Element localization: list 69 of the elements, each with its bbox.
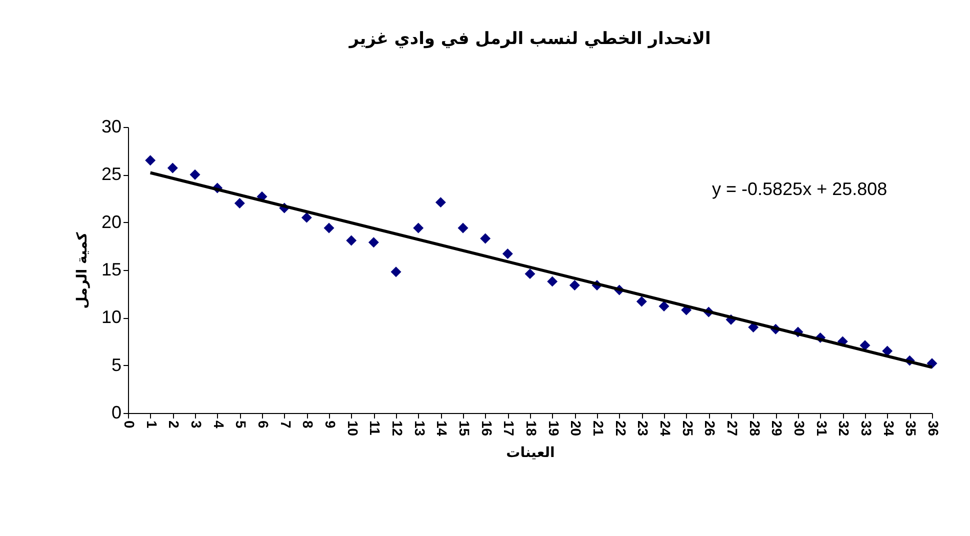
x-tick-label: 4 bbox=[210, 420, 227, 428]
point bbox=[145, 155, 156, 166]
x-tick-label: 35 bbox=[903, 420, 920, 436]
x-tick-label: 28 bbox=[746, 420, 763, 436]
point bbox=[234, 198, 245, 209]
x-tick-label: 8 bbox=[300, 420, 316, 428]
point bbox=[190, 169, 200, 180]
x-tick-label: 19 bbox=[546, 420, 562, 436]
x-tick-label: 15 bbox=[456, 420, 472, 436]
point bbox=[547, 276, 558, 287]
x-tick-label: 23 bbox=[635, 420, 652, 436]
point bbox=[390, 266, 402, 278]
x-tick-label: 3 bbox=[188, 420, 204, 428]
point bbox=[301, 212, 312, 223]
point bbox=[502, 248, 513, 260]
point bbox=[458, 222, 468, 234]
x-tick-label: 34 bbox=[880, 420, 897, 436]
y-axis-title: كمية الرمل bbox=[74, 231, 90, 309]
x-tick-label: 2 bbox=[166, 420, 182, 428]
y-tick-label: 20 bbox=[101, 212, 122, 232]
x-tick-label: 1 bbox=[144, 420, 160, 428]
x-tick-label: 25 bbox=[680, 420, 696, 436]
y-tick-label: 5 bbox=[111, 354, 122, 375]
x-tick-label: 6 bbox=[256, 420, 272, 428]
point bbox=[413, 222, 424, 234]
x-tick-label: 11 bbox=[367, 420, 384, 436]
x-tick-label: 31 bbox=[814, 420, 830, 436]
x-axis-title: العينات bbox=[506, 445, 555, 462]
y-tick-label: 25 bbox=[101, 164, 122, 184]
x-tick-label: 32 bbox=[836, 420, 852, 436]
x-tick-label: 21 bbox=[590, 420, 606, 436]
point bbox=[860, 340, 870, 351]
x-tick-label: 18 bbox=[524, 420, 540, 436]
point bbox=[524, 268, 536, 280]
x-tick-label: 16 bbox=[478, 420, 495, 436]
x-tick-label: 10 bbox=[344, 420, 361, 436]
y-tick-label: 10 bbox=[101, 307, 122, 328]
point bbox=[324, 222, 334, 234]
annotation: y = -0.5825x + 25.808 bbox=[712, 179, 888, 199]
point bbox=[882, 346, 893, 356]
x-tick-label: 0 bbox=[122, 420, 138, 428]
x-tick-label: 30 bbox=[792, 420, 808, 436]
x-tick-label: 13 bbox=[412, 420, 428, 436]
x-tick-label: 26 bbox=[702, 420, 718, 436]
chart-title: الانحدار الخطي لنسب الرمل في وادي غزير bbox=[348, 29, 711, 49]
x-tick-label: 27 bbox=[724, 420, 740, 436]
y-tick-label: 15 bbox=[101, 260, 122, 280]
point bbox=[658, 300, 670, 312]
x-tick-label: 24 bbox=[658, 420, 674, 436]
x-tick-label: 12 bbox=[390, 420, 406, 436]
point bbox=[569, 280, 580, 290]
point bbox=[167, 162, 178, 174]
x-tick-label: 20 bbox=[568, 420, 584, 436]
point bbox=[926, 358, 938, 369]
point bbox=[435, 197, 446, 208]
x-tick-label: 33 bbox=[858, 420, 874, 436]
x-tick-label: 5 bbox=[233, 420, 250, 428]
point bbox=[346, 235, 357, 246]
x-tick-label: 7 bbox=[278, 420, 294, 428]
x-tick-label: 36 bbox=[926, 420, 942, 436]
point bbox=[480, 233, 491, 244]
y-tick-label: 30 bbox=[101, 116, 122, 136]
x-tick-label: 9 bbox=[322, 420, 338, 428]
x-tick-label: 17 bbox=[501, 420, 518, 436]
x-tick-label: 29 bbox=[769, 420, 786, 436]
point bbox=[636, 296, 647, 307]
x-tick-label: 22 bbox=[612, 420, 629, 436]
point bbox=[368, 237, 379, 248]
x-tick-label: 14 bbox=[434, 420, 450, 436]
